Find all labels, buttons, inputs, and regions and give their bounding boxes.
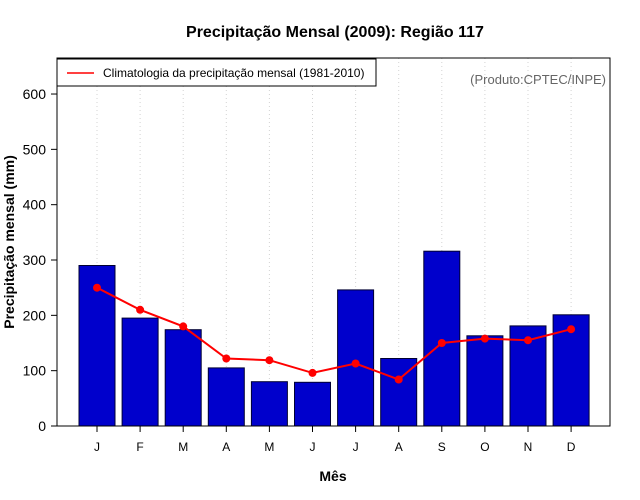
x-tick-label: J xyxy=(353,440,359,454)
climatology-point-1 xyxy=(93,283,101,292)
y-axis: 0 100 200 300 400 500 600 xyxy=(23,86,57,434)
climatology-point-8 xyxy=(394,375,403,384)
source-note: (Produto:CPTEC/INPE) xyxy=(470,72,606,87)
x-tick-label: O xyxy=(480,440,489,454)
bar-5 xyxy=(250,381,288,427)
bars xyxy=(78,250,590,427)
climatology-polyline xyxy=(96,286,572,381)
bar-1 xyxy=(78,265,116,427)
climatology-point-4 xyxy=(222,354,231,363)
climatology-point-5 xyxy=(265,356,274,365)
y-tick-label: 400 xyxy=(23,197,47,213)
legend: Climatologia da precipitação mensal (198… xyxy=(56,58,377,87)
bar-7 xyxy=(337,289,375,427)
plot-frame xyxy=(56,57,611,427)
climatology-point-10 xyxy=(480,334,489,343)
climatology-point-12 xyxy=(567,325,576,334)
bar-12 xyxy=(552,314,590,427)
climatology-point-6 xyxy=(308,368,317,377)
x-tick-label: M xyxy=(178,440,188,454)
bar-10 xyxy=(466,335,504,427)
climatology-point-11 xyxy=(524,336,532,345)
bar-3 xyxy=(164,329,202,427)
x-tick-label: D xyxy=(567,440,576,454)
x-tick-label: A xyxy=(222,440,230,454)
legend-box xyxy=(56,58,377,87)
y-tick-label: 100 xyxy=(23,363,47,379)
y-tick-label: 0 xyxy=(38,418,46,434)
bar-4 xyxy=(207,367,245,427)
x-tick-label: F xyxy=(136,440,143,454)
chart-title: Precipitação Mensal (2009): Região 117 xyxy=(186,24,484,41)
y-tick-label: 200 xyxy=(23,307,47,323)
y-tick-label: 600 xyxy=(23,86,47,102)
bar-2 xyxy=(121,317,159,427)
climatology-point-7 xyxy=(351,359,360,368)
bar-6 xyxy=(294,381,331,427)
y-tick-label: 500 xyxy=(23,141,47,157)
legend-entry: Climatologia da precipitação mensal (198… xyxy=(103,66,364,80)
grid xyxy=(96,58,572,426)
climatology-line xyxy=(96,286,572,381)
x-tick-label: S xyxy=(438,440,446,454)
climatology-point-3 xyxy=(179,322,188,331)
bar-9 xyxy=(423,250,461,427)
x-axis-label: Mês xyxy=(319,468,346,484)
y-tick-label: 300 xyxy=(23,252,47,268)
x-tick-label: J xyxy=(310,440,316,454)
x-tick-label: M xyxy=(264,440,274,454)
x-tick-label: N xyxy=(524,440,533,454)
x-tick-label: A xyxy=(395,440,403,454)
climatology-point-9 xyxy=(437,339,446,347)
x-tick-label: J xyxy=(94,440,100,454)
climatology-points xyxy=(93,283,576,384)
climatology-point-2 xyxy=(136,305,145,314)
y-axis-label: Precipitação mensal (mm) xyxy=(1,155,17,329)
